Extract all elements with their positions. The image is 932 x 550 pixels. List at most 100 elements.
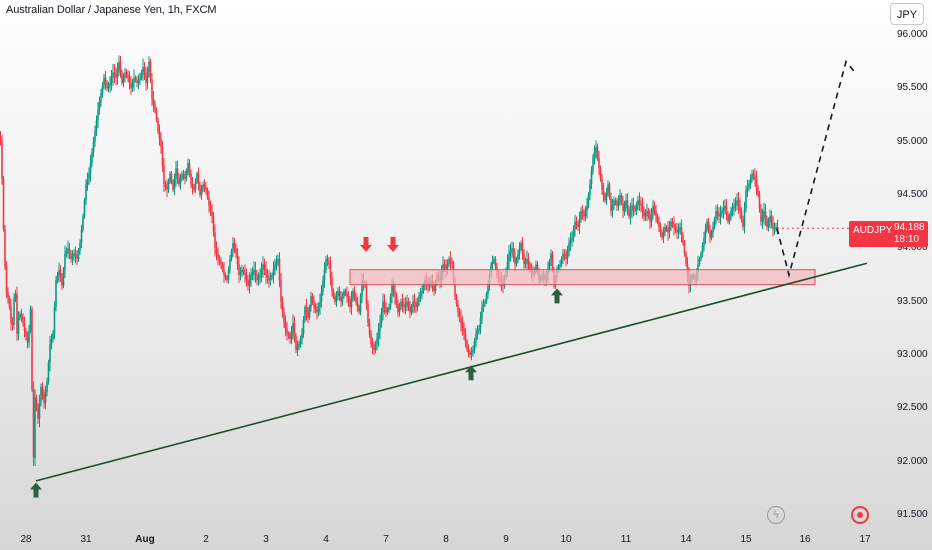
candle-body (307, 312, 309, 318)
candle-body (562, 253, 564, 259)
candle-body (740, 211, 743, 219)
candle-body (773, 228, 776, 230)
candle-body (662, 232, 665, 238)
candle-body (388, 307, 390, 310)
candle-body (646, 211, 648, 214)
candle-body (319, 301, 321, 307)
drawings-layer (30, 59, 868, 498)
time-tick-label: 4 (323, 534, 329, 545)
candle-body (239, 272, 242, 275)
candle-body (464, 333, 467, 342)
candle-body (131, 83, 134, 89)
candle-body (616, 203, 618, 206)
candle-body (734, 203, 737, 206)
price-tick-label: 94.500 (897, 189, 928, 200)
candle-body (277, 259, 279, 262)
candle-body (551, 253, 554, 270)
candle-body (20, 314, 23, 317)
candle-body (460, 317, 462, 323)
candle-body (29, 308, 32, 331)
candle-body (536, 264, 539, 273)
candle-body (401, 301, 404, 305)
candle-body (58, 269, 60, 275)
candle-body (205, 187, 207, 190)
candle-body (167, 181, 170, 190)
candle-body (83, 200, 86, 217)
candle-body (214, 232, 216, 249)
candle-body (701, 245, 704, 254)
candle-body (385, 307, 387, 313)
candle-body (38, 403, 41, 419)
candle-body (682, 235, 684, 243)
up-arrow-marker (465, 365, 477, 381)
candle-body (260, 269, 263, 275)
up-arrow-marker (551, 288, 563, 304)
target-icon[interactable] (851, 506, 869, 524)
candle-body (169, 173, 171, 182)
candle-body (634, 208, 636, 211)
candle-body (67, 248, 69, 251)
price-tick-label: 92.000 (897, 455, 928, 467)
candle-body (610, 197, 612, 211)
candle-body (181, 173, 183, 179)
candle-body (112, 72, 114, 78)
price-value: 94.188 (894, 222, 925, 233)
candle-body (17, 317, 20, 334)
candle-body (290, 331, 293, 339)
candle-body (698, 259, 701, 265)
candle-body (718, 213, 720, 217)
candle-body (356, 301, 359, 307)
candle-body (80, 229, 83, 243)
candle-body (203, 184, 206, 187)
candle-body (272, 269, 275, 275)
lightning-icon[interactable]: ϟ (767, 506, 785, 524)
candle-body (653, 205, 656, 211)
candle-body (278, 259, 281, 281)
candle-body (731, 208, 734, 211)
candle-body (154, 104, 156, 110)
candle-body (211, 211, 213, 217)
candle-body (302, 320, 305, 334)
candle-body (700, 253, 702, 259)
candle-body (149, 61, 152, 81)
candle-body (380, 312, 383, 323)
candle-body (224, 275, 227, 278)
candle-body (170, 173, 173, 182)
candle-body (455, 296, 458, 305)
candle-body (320, 291, 323, 302)
candle-body (122, 77, 125, 83)
candle-body (397, 304, 399, 313)
candle-body (377, 331, 380, 339)
candle-body (517, 253, 519, 259)
candle-body (524, 261, 527, 265)
candle-body (446, 264, 449, 270)
candle-body (350, 299, 353, 307)
candle-body (152, 99, 155, 105)
candle-body (209, 205, 212, 211)
candle-body (469, 352, 471, 355)
candle-body (161, 147, 164, 166)
candle-body (53, 307, 56, 334)
candle-body (190, 173, 192, 185)
candle-body (316, 309, 318, 313)
candle-body (400, 301, 402, 307)
candle-body (289, 336, 291, 339)
candle-body (173, 179, 176, 190)
currency-button[interactable]: JPY (890, 3, 924, 25)
candle-body (2, 179, 5, 229)
candle-body (442, 264, 444, 273)
candle-body (347, 296, 350, 302)
candle-body (68, 248, 71, 254)
candle-body (742, 219, 744, 227)
candle-body (764, 211, 767, 219)
candle-body (668, 227, 671, 233)
candle-body (14, 293, 17, 299)
candle-body (293, 323, 296, 337)
candle-body (467, 349, 470, 353)
candle-body (41, 387, 44, 395)
candle-body (629, 211, 632, 217)
candle-body (59, 269, 62, 278)
candle-body (235, 248, 237, 254)
